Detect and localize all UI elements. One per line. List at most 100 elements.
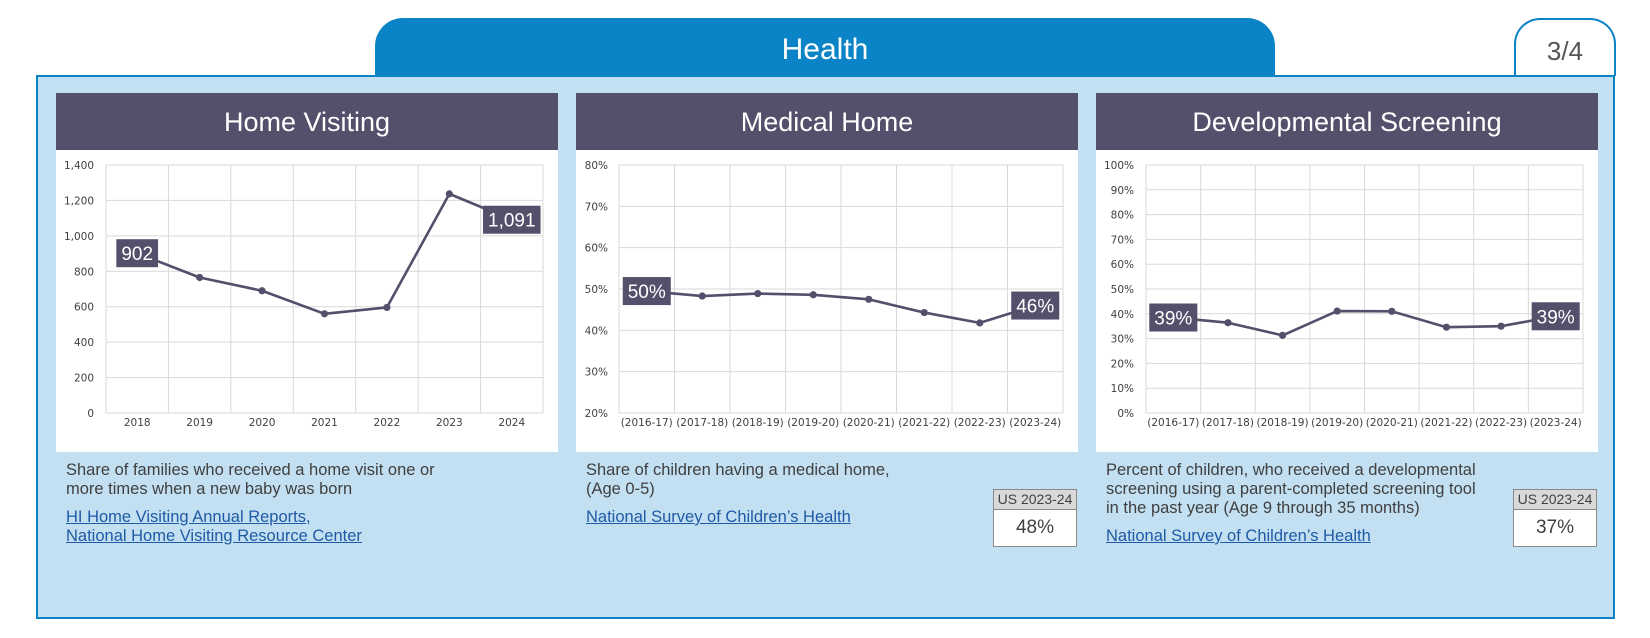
y-tick-label: 70%: [1111, 234, 1134, 246]
y-tick-label: 1,400: [64, 160, 94, 172]
y-tick-label: 10%: [1111, 383, 1134, 395]
y-tick-label: 70%: [585, 201, 608, 213]
data-point: [1388, 307, 1396, 315]
source-line[interactable]: HI Home Visiting Annual Reports,: [66, 508, 311, 526]
data-label-text: 39%: [1537, 307, 1575, 328]
y-tick-label: 90%: [1111, 185, 1134, 197]
chart-home-visiting: 0 200 400 600 800 1,000 1,200 1,400 2018 2019 2020…: [56, 150, 558, 452]
y-tick-label: 1,000: [64, 231, 94, 243]
data-label: 39%: [1149, 303, 1198, 332]
data-point: [320, 310, 329, 318]
section-title: Health: [781, 33, 869, 66]
chart-developmental-screening: 0% 10% 20% 30% 40% 50% 60% 70% 80% 90% 100% (2016-1…: [1096, 150, 1598, 452]
data-label-box: [1011, 291, 1060, 320]
x-tick-label: (2017-18): [1202, 417, 1254, 429]
data-point: [976, 319, 984, 327]
data-point: [1497, 322, 1505, 330]
us-badge-value: 37%: [1535, 517, 1575, 538]
source-line[interactable]: National Survey of Children’s Health: [586, 508, 851, 526]
data-label: 50%: [622, 277, 671, 306]
data-label-box: [1149, 303, 1198, 332]
y-tick-label: 50%: [585, 284, 608, 296]
data-label: 1,091: [483, 205, 541, 234]
description-line: Percent of children, who received a deve…: [1106, 461, 1476, 479]
data-point: [1224, 319, 1232, 327]
description-line: in the past year (Age 9 through 35 month…: [1106, 499, 1420, 517]
data-point: [445, 190, 453, 198]
source-link[interactable]: HI Home Visiting Annual Reports, Nationa…: [66, 508, 362, 546]
us-badge-label: US 2023-24: [994, 490, 1076, 510]
x-tick-label: (2023-24): [1009, 417, 1061, 429]
y-tick-label: 60%: [1111, 259, 1134, 271]
data-point: [258, 287, 266, 295]
data-label-text: 46%: [1016, 297, 1054, 318]
card-title: Developmental Screening: [1096, 93, 1598, 150]
x-tick-label: (2022-23): [1475, 417, 1527, 429]
series-line: [646, 289, 1036, 325]
x-tick-label: (2018-19): [732, 417, 784, 429]
y-tick-label: 20%: [1111, 358, 1134, 370]
data-label-box: [1531, 302, 1580, 331]
y-tick-label: 50%: [1111, 284, 1134, 296]
home-visiting-chart-svg: 0 200 400 600 800 1,000 1,200 1,400 2018 2019 2020…: [64, 160, 544, 429]
description-line: Share of families who received a home vi…: [66, 461, 435, 479]
data-point: [1333, 307, 1341, 315]
y-tick-label: 80%: [585, 160, 608, 172]
us-comparison-badge: US 2023-24 48%: [993, 489, 1077, 547]
x-tick-label: (2021-22): [898, 417, 950, 429]
y-tick-label: 1,200: [64, 195, 94, 207]
card-title: Home Visiting: [56, 93, 558, 150]
data-label-box: [116, 239, 159, 268]
x-tick-label: 2023: [436, 417, 463, 429]
x-tick-label: (2016-17): [621, 417, 673, 429]
us-comparison-badge: US 2023-24 37%: [1513, 489, 1597, 547]
x-tick-label: (2022-23): [954, 417, 1006, 429]
data-point: [383, 303, 391, 312]
us-badge-value: 48%: [1015, 517, 1055, 538]
source-link[interactable]: National Survey of Children’s Health: [586, 508, 851, 527]
card-title: Medical Home: [576, 93, 1078, 150]
series-line: [1173, 309, 1556, 337]
y-tick-label: 200: [74, 373, 94, 385]
us-badge-label: US 2023-24: [1514, 490, 1596, 510]
series-line: [136, 192, 513, 316]
x-tick-label: (2017-18): [676, 417, 728, 429]
data-point: [1278, 331, 1287, 339]
y-tick-label: 40%: [585, 325, 608, 337]
y-tick-label: 100%: [1104, 160, 1134, 172]
data-label-text: 39%: [1154, 309, 1192, 330]
x-tick-label: (2018-19): [1257, 417, 1309, 429]
card-home-visiting: Home Visiting 0 200 400 600 800 1,000 1,200 1,4…: [56, 93, 558, 452]
source-line[interactable]: National Home Visiting Resource Center: [66, 527, 362, 545]
data-point: [920, 308, 928, 317]
section-title-tab: Health: [375, 18, 1275, 76]
data-point: [809, 291, 817, 299]
y-tick-label: 80%: [1111, 210, 1134, 222]
data-point: [196, 273, 204, 282]
x-tick-label: (2016-17): [1147, 417, 1199, 429]
x-tick-label: 2022: [374, 417, 401, 429]
card-medical-home: Medical Home 20% 30% 40% 50% 60% 70% 80% (2016-…: [576, 93, 1078, 452]
description-line: screening using a parent-completed scree…: [1106, 480, 1476, 498]
data-point: [865, 295, 873, 303]
card-description: Share of children having a medical home,…: [586, 461, 890, 499]
x-tick-label: (2019-20): [787, 417, 839, 429]
medical-home-chart-svg: 20% 30% 40% 50% 60% 70% 80% (2016-17) (2017-18) (…: [585, 160, 1064, 429]
data-label-box: [483, 205, 541, 234]
y-tick-label: 20%: [585, 408, 608, 420]
x-tick-label: (2023-24): [1530, 417, 1582, 429]
x-tick-label: 2021: [311, 417, 338, 429]
data-label: 46%: [1011, 291, 1060, 320]
source-link[interactable]: National Survey of Children’s Health: [1106, 527, 1371, 546]
y-tick-label: 0: [87, 408, 94, 420]
x-tick-label: (2020-21): [843, 417, 895, 429]
x-tick-label: 2024: [498, 417, 525, 429]
source-line[interactable]: National Survey of Children’s Health: [1106, 527, 1371, 545]
y-tick-label: 30%: [585, 367, 608, 379]
page-indicator: 3/4: [1546, 36, 1584, 66]
data-label-text: 50%: [628, 282, 666, 303]
data-label-box: [622, 277, 671, 306]
y-tick-label: 0%: [1117, 408, 1134, 420]
x-tick-label: 2018: [124, 417, 151, 429]
x-tick-label: (2021-22): [1420, 417, 1472, 429]
